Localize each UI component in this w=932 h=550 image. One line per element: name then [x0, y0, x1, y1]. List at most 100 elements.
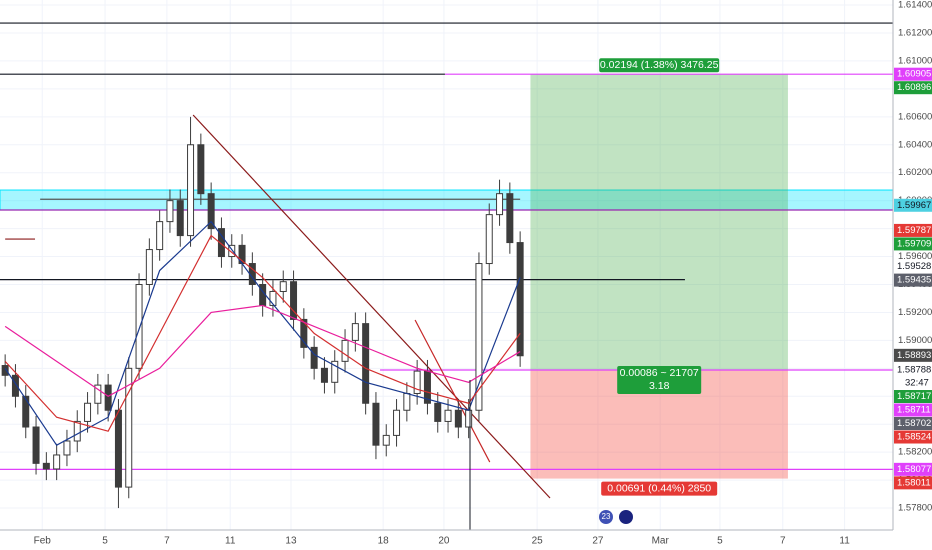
- candle-body: [125, 367, 133, 488]
- price-badge-label: 1.59435: [897, 275, 931, 286]
- x-tick-label: 7: [780, 536, 786, 547]
- candle-body: [434, 402, 442, 422]
- x-tick-label: 7: [164, 536, 170, 547]
- price-badge: [894, 260, 932, 274]
- price-badge-label: 1.58011: [897, 477, 931, 488]
- trend-line: [414, 319, 491, 463]
- candle-body: [290, 281, 298, 320]
- price-badge-label: 1.59709: [897, 238, 931, 249]
- price-badge-label: 1.60905: [897, 69, 931, 80]
- x-tick-label: 11: [839, 536, 850, 547]
- price-badge-label: 1.58711: [897, 405, 931, 416]
- price-badge: [894, 430, 932, 444]
- candle-body: [11, 374, 19, 397]
- y-tick-label: 1.59600: [898, 251, 932, 262]
- event-flag: [599, 510, 613, 524]
- candle-body: [207, 193, 215, 230]
- price-badge-label: 1.59787: [897, 225, 931, 236]
- candle-body: [73, 420, 81, 442]
- price-badge-label: 1.58077: [897, 464, 931, 475]
- y-tick-label: 1.61200: [898, 27, 932, 38]
- candle-body: [351, 323, 359, 341]
- candle-body: [331, 360, 339, 383]
- price-badge: [894, 390, 932, 404]
- price-badge-label: 1.58893: [897, 350, 931, 361]
- candle-body: [269, 290, 277, 306]
- candle-body: [465, 409, 473, 428]
- candle-body: [372, 402, 380, 446]
- x-tick-label: Mar: [652, 536, 670, 547]
- candle-body: [135, 283, 143, 369]
- price-badge-label: 1.58788: [897, 365, 931, 376]
- candle-body: [1, 365, 9, 376]
- y-tick-label: 1.61400: [898, 0, 932, 11]
- profit-zone: [530, 74, 788, 371]
- countdown: 32:47: [905, 378, 929, 389]
- event-flag: [619, 510, 633, 524]
- price-badge: [894, 462, 932, 476]
- entry-label-box: [617, 366, 702, 395]
- candle-body: [382, 434, 390, 446]
- candle-body: [516, 242, 524, 357]
- price-badge-label: 1.58702: [897, 418, 931, 429]
- x-tick-label: 5: [717, 536, 723, 547]
- target-label-box: [599, 58, 720, 73]
- candle-body: [187, 144, 195, 237]
- y-tick-label: 1.60600: [898, 111, 932, 122]
- price-badge-label: 1.59967: [897, 200, 931, 211]
- price-badge-label: 1.58524: [897, 432, 931, 443]
- candle-body: [300, 318, 308, 348]
- trend-line: [192, 114, 551, 499]
- candle-body: [156, 221, 164, 251]
- candle-body: [496, 193, 504, 216]
- candle-body: [228, 244, 236, 258]
- y-tick-label: 1.58200: [898, 447, 932, 458]
- candle-body: [320, 367, 328, 383]
- candle-body: [176, 200, 184, 237]
- moving-average: [4, 304, 521, 397]
- candle-body: [413, 370, 421, 394]
- candle-body: [393, 409, 401, 436]
- price-badge: [894, 67, 932, 81]
- candle-body: [22, 395, 30, 428]
- price-badge: [894, 81, 932, 95]
- candle-body: [166, 200, 174, 223]
- moving-average: [4, 234, 521, 432]
- candle-body: [362, 323, 370, 404]
- candle-body: [454, 409, 462, 428]
- entry-label: 3.18: [649, 380, 670, 392]
- candle-body: [42, 462, 50, 470]
- overlays: 0.02194 (1.38%) 3476.25 0.00086 ~ 217073.…: [4, 58, 720, 496]
- x-tick-label: 18: [378, 536, 390, 547]
- y-tick-label: 1.60200: [898, 167, 932, 178]
- candle-body: [104, 384, 112, 411]
- candle-body: [94, 384, 102, 404]
- candle-body: [506, 193, 514, 244]
- x-tick-label: 13: [285, 536, 297, 547]
- x-tick-label: Feb: [34, 536, 52, 547]
- x-tick-label: 11: [225, 536, 236, 547]
- candle-body: [32, 426, 40, 464]
- x-tick-label: 27: [592, 536, 604, 547]
- candle-body: [310, 346, 318, 369]
- price-badge: [894, 363, 932, 377]
- y-tick-label: 1.60400: [898, 139, 932, 150]
- target-label: 0.02194 (1.38%) 3476.25: [600, 59, 719, 71]
- y-tick-label: 1.61000: [898, 55, 932, 66]
- candle-body: [84, 402, 92, 422]
- x-tick-label: 5: [102, 536, 108, 547]
- price-badge-label: 1.59528: [897, 261, 931, 272]
- candle-body: [114, 409, 122, 488]
- stop-label-box: [601, 481, 718, 496]
- price-badge: [894, 476, 932, 490]
- candle-body: [403, 392, 411, 411]
- price-badge: [894, 273, 932, 287]
- candle-body: [63, 440, 71, 456]
- x-tick-label: 20: [438, 536, 450, 547]
- price-badge: [894, 348, 932, 362]
- event-label: 23: [602, 512, 611, 521]
- price-badge: [894, 223, 932, 237]
- candle-body: [444, 409, 452, 422]
